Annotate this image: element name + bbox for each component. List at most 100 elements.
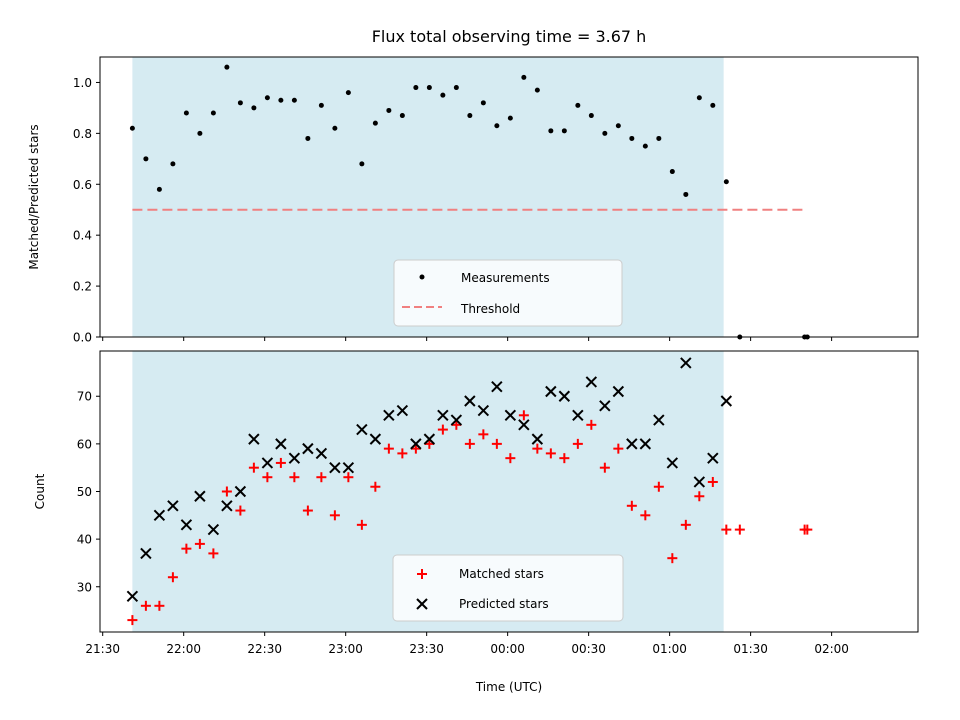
count-plot-frame (99, 350, 919, 633)
predicted-star-points (126, 357, 733, 602)
matched-star-point (248, 462, 259, 473)
predicted-star-point-b (531, 433, 544, 445)
measurement-point (210, 110, 216, 116)
predicted-stars-legend-glyph (416, 598, 428, 610)
measurement-point (251, 105, 257, 111)
predicted-star-point-b (585, 376, 598, 388)
predicted-stars-legend-label: Predicted stars (459, 597, 549, 611)
predicted-star-point (329, 461, 341, 474)
matched-star-point (694, 491, 705, 502)
predicted-star-point-b (612, 385, 625, 398)
measurement-point (696, 95, 702, 101)
predicted-star-point-b (369, 433, 382, 445)
matched-star-point (437, 424, 448, 435)
predicted-star-point (720, 395, 733, 407)
predicted-star-point (612, 385, 625, 398)
count-legend-box (392, 554, 624, 622)
matched-star-point (613, 443, 624, 454)
ratio-y-axis-label: Matched/Predicted stars (27, 124, 41, 269)
ratio-y-tick-label: 0.6 (73, 178, 92, 192)
matched-star-point (140, 600, 151, 611)
predicted-star-point (180, 519, 193, 531)
measurement-point (359, 161, 365, 167)
predicted-star-point-b (396, 404, 409, 417)
predicted-star-point-b (423, 433, 436, 445)
count-y-tick-label: 70 (77, 390, 92, 404)
matched-star-point (721, 524, 732, 535)
measurement-point (629, 135, 635, 141)
matched-star-point (194, 538, 205, 549)
measurement-point (669, 169, 675, 175)
matched-star-point (262, 472, 273, 483)
threshold-legend-label: Threshold (460, 302, 520, 316)
measurement-point (494, 123, 500, 129)
matched-stars-legend-label: Matched stars (459, 567, 544, 581)
predicted-star-point-b (518, 419, 530, 431)
count-x-tick-label: 00:00 (490, 642, 525, 656)
predicted-star-point-b (261, 457, 274, 469)
predicted-star-point-b (207, 523, 220, 536)
predicted-star-point-b (302, 442, 314, 455)
predicted-star-point (153, 509, 166, 522)
predicted-star-point (167, 500, 179, 512)
measurement-point (723, 179, 729, 185)
predicted-star-point-b (693, 476, 706, 488)
matched-star-point (221, 486, 232, 497)
measurements-legend-marker (419, 274, 425, 280)
count-y-tick-label: 50 (77, 485, 92, 499)
ratio-legend-box (393, 259, 623, 327)
count-x-tick-label: 01:00 (652, 642, 687, 656)
matched-star-point (302, 505, 313, 516)
measurements-legend-label: Measurements (461, 271, 550, 285)
predicted-star-point-b (504, 409, 517, 422)
ratio-y-tick-label: 0.4 (73, 229, 92, 243)
measurement-point (467, 113, 473, 119)
matched-star-point (343, 472, 354, 483)
predicted-star-point-b (288, 452, 301, 464)
predicted-star-point (626, 438, 638, 450)
count-x-tick-label: 02:00 (814, 642, 849, 656)
measurement-point (197, 130, 203, 136)
measurement-point (453, 85, 459, 91)
count-x-ticks: 21:30 22:00 22:30 23:00 23:30 00:00 00:30 01:00… (85, 632, 849, 656)
matched-star-point (572, 438, 583, 449)
time-x-axis-label: Time (UTC) (475, 680, 542, 694)
predicted-star-point (653, 414, 665, 426)
predicted-star-point (693, 476, 706, 488)
measurement-point (413, 85, 419, 91)
matched-star-point (316, 472, 327, 483)
matched-star-point (451, 419, 462, 430)
measurement-point (237, 100, 243, 106)
measurement-point (318, 102, 324, 108)
predicted-star-point-b (639, 438, 652, 450)
count-x-tick-label: 22:30 (247, 642, 282, 656)
predicted-star-point (545, 385, 557, 398)
predicted-star-point (315, 447, 328, 460)
matched-star-point (329, 510, 340, 521)
matched-star-point (626, 500, 637, 511)
predicted-star-point-b (383, 409, 395, 422)
predicted-star-point-b (558, 390, 571, 402)
measurement-points (129, 64, 810, 340)
matched-star-point (802, 524, 813, 535)
ratio-y-ticks: 0.0 0.2 0.4 0.6 0.8 1.0 (73, 76, 100, 345)
measurement-point (156, 186, 162, 192)
predicted-star-point (639, 438, 652, 450)
predicted-star-point (423, 433, 436, 445)
count-y-tick-label: 60 (77, 437, 92, 451)
predicted-star-point (221, 500, 233, 512)
measurement-point (683, 191, 689, 197)
predicted-star-point-b (491, 381, 503, 393)
matched-star-point (181, 543, 192, 554)
predicted-star-point (342, 461, 355, 474)
count-y-tick-label: 40 (77, 533, 92, 547)
measurement-point (305, 135, 311, 141)
predicted-star-point (437, 409, 449, 422)
ratio-x-ticks (102, 337, 833, 341)
predicted-star-point-b (140, 547, 152, 560)
predicted-star-point (558, 390, 571, 402)
matched-star-point (599, 462, 610, 473)
predicted-star-point-b (410, 438, 422, 450)
matched-star-point (667, 553, 678, 564)
